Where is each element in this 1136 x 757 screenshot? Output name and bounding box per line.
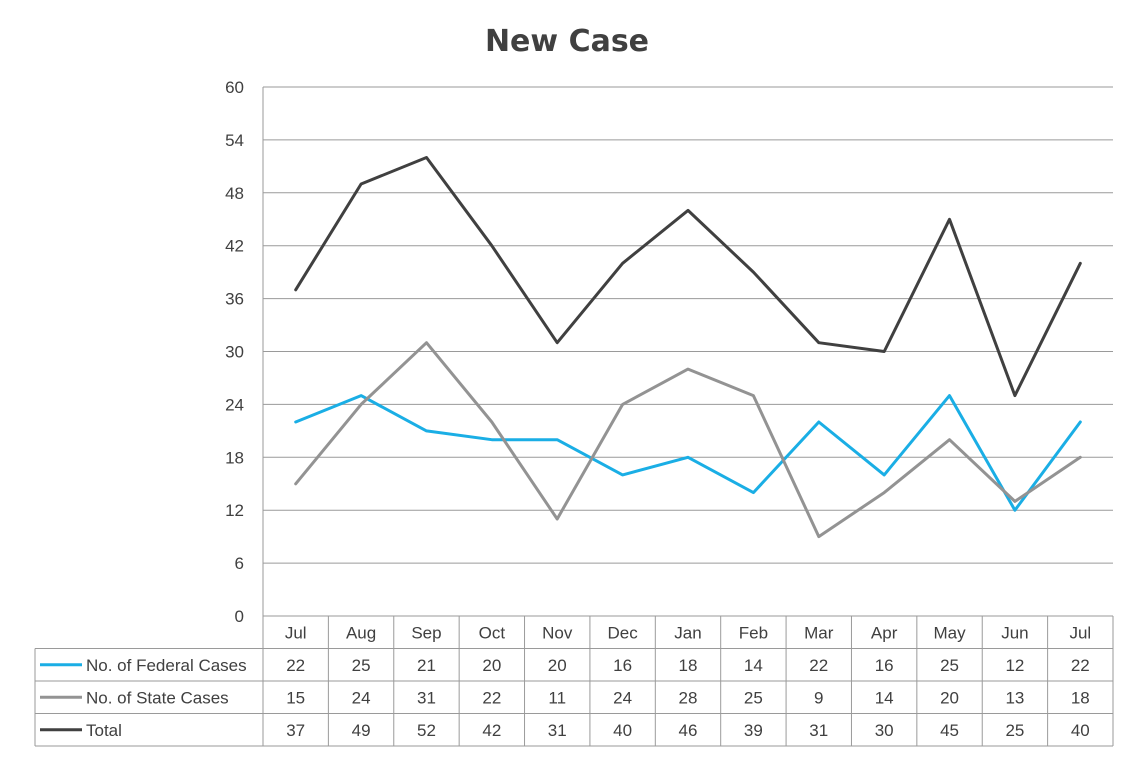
data-label: 37 [286,721,305,740]
y-tick-label: 18 [225,448,244,467]
data-label: 45 [940,721,959,740]
data-label: 16 [613,656,632,675]
data-label: 31 [809,721,828,740]
data-label: 24 [352,688,371,707]
y-tick-label: 48 [225,184,244,203]
data-label: 21 [417,656,436,675]
x-tick-label: Apr [871,623,898,642]
data-label: 20 [548,656,567,675]
data-label: 25 [744,688,763,707]
series-lines [294,156,1082,539]
x-tick-label: Jul [285,623,307,642]
y-tick-label: 36 [225,290,244,309]
data-label: 52 [417,721,436,740]
data-label: 15 [286,688,305,707]
data-label: 25 [940,656,959,675]
x-tick-label: Jun [1001,623,1028,642]
data-label: 40 [613,721,632,740]
y-axis: 0 6 12 18 24 30 36 42 48 54 60 [225,78,244,626]
series-name: Total [86,721,122,740]
y-tick-label: 12 [225,501,244,520]
gridlines [262,86,1113,617]
series-line-2 [294,341,1082,539]
data-label: 14 [744,656,763,675]
data-label: 14 [875,688,894,707]
x-tick-label: Jan [674,623,701,642]
data-label: 46 [679,721,698,740]
data-label: 22 [809,656,828,675]
data-label: 20 [482,656,501,675]
y-tick-label: 0 [235,607,244,626]
data-label: 30 [875,721,894,740]
data-label: 31 [548,721,567,740]
data-table: Jul Aug Sep Oct Nov Dec Jan Feb Mar Apr May Jun Jul N… [34,615,1114,747]
y-tick-label: 60 [225,78,244,97]
x-tick-label: Feb [739,623,768,642]
data-label: 24 [613,688,632,707]
x-tick-label: Mar [804,623,834,642]
y-tick-label: 42 [225,237,244,256]
x-tick-label: Oct [479,623,506,642]
data-label: 22 [1071,656,1090,675]
x-tick-label: Sep [411,623,441,642]
data-label: 42 [482,721,501,740]
x-tick-label: Aug [346,623,376,642]
y-tick-label: 54 [225,131,244,150]
data-label: 12 [1005,656,1024,675]
data-label: 13 [1005,688,1024,707]
data-label: 28 [679,688,698,707]
series-name: No. of State Cases [86,688,229,707]
data-label: 25 [352,656,371,675]
data-label: 18 [679,656,698,675]
x-tick-label: May [933,623,966,642]
data-label: 22 [482,688,501,707]
data-label: 9 [814,688,823,707]
y-tick-label: 24 [225,395,244,414]
data-label: 39 [744,721,763,740]
y-tick-label: 30 [225,343,244,362]
data-label: 22 [286,656,305,675]
series-line-3 [294,156,1082,398]
chart-title: New Case [485,24,649,59]
data-label: 31 [417,688,436,707]
series-line-1 [294,394,1082,512]
x-tick-label: Jul [1069,623,1091,642]
data-label: 16 [875,656,894,675]
data-label: 20 [940,688,959,707]
data-label: 49 [352,721,371,740]
x-tick-label: Nov [542,623,573,642]
data-label: 25 [1005,721,1024,740]
data-label: 40 [1071,721,1090,740]
x-tick-label: Dec [607,623,638,642]
data-label: 18 [1071,688,1090,707]
y-tick-label: 6 [235,554,244,573]
data-label: 11 [548,688,566,707]
series-name: No. of Federal Cases [86,656,247,675]
